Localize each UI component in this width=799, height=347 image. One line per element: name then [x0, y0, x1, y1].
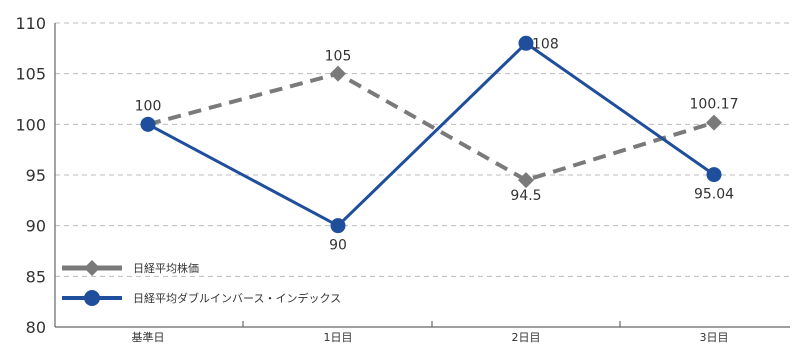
series-1-point [518, 35, 534, 51]
x-tick-labels: 基準日 1日目 2日目 3日目 [132, 330, 729, 344]
gridlines [55, 22, 790, 277]
series-0-point [706, 114, 722, 131]
data-label: 105 [325, 49, 352, 65]
y-tick-labels: 80 85 90 95 100 105 110 [15, 14, 46, 337]
legend-label: 日経平均株価 [133, 261, 199, 275]
x-tick-label: 基準日 [132, 330, 165, 344]
y-tick-label: 85 [26, 267, 46, 286]
series [140, 35, 722, 234]
data-label: 100.17 [690, 97, 739, 113]
data-label: 100 [135, 98, 162, 114]
y-tick-label: 95 [26, 166, 46, 185]
data-label: 108 [532, 36, 559, 52]
series-line-0 [147, 71, 715, 183]
data-label: 94.5 [510, 188, 541, 204]
axes [54, 23, 790, 328]
x-tick-label: 3日目 [700, 331, 729, 344]
y-tick-label: 105 [15, 65, 46, 84]
series-1-point [140, 116, 156, 132]
y-tick-label: 110 [15, 14, 46, 33]
series-line-1 [147, 41, 715, 228]
series-1-point [706, 167, 722, 183]
y-tick-label: 100 [15, 115, 46, 134]
data-labels: 100 105 94.5 100.17 90 108 95.04 [135, 36, 739, 253]
legend-marker [84, 260, 100, 276]
series-0-point [518, 172, 534, 189]
y-tick-label: 90 [26, 217, 46, 236]
data-label: 90 [329, 238, 347, 254]
data-label: 95.04 [694, 187, 734, 203]
legend-label: 日経平均ダブルインバース・インデックス [133, 291, 341, 305]
y-tick-label: 80 [26, 318, 46, 337]
series-1-point [330, 218, 346, 234]
x-tick-label: 1日目 [324, 331, 353, 344]
legend-marker [84, 290, 100, 306]
x-tick-label: 2日目 [512, 331, 541, 344]
series-0-point [330, 65, 346, 82]
